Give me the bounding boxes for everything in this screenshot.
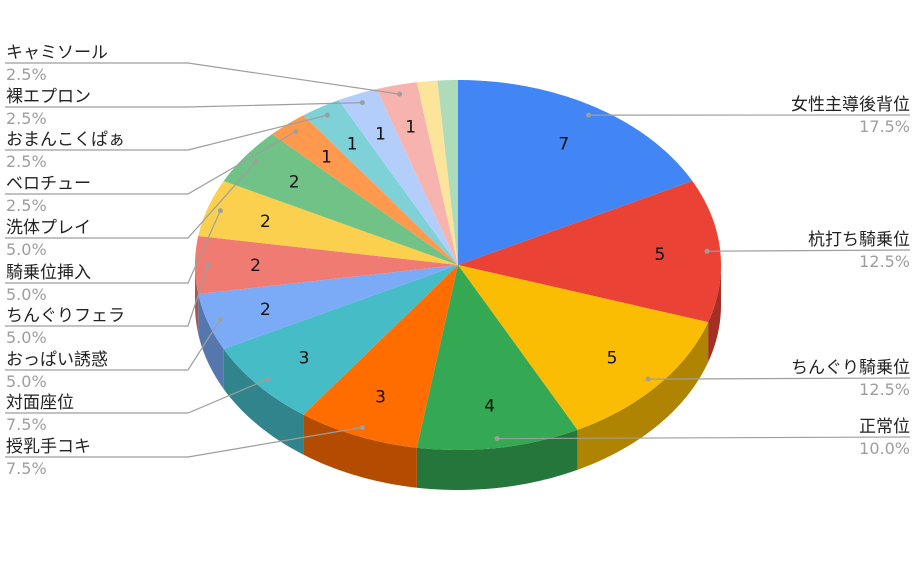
slice-side [223,348,304,455]
slice-percent: 5.0% [6,372,47,391]
pie-slice[interactable] [303,100,458,266]
pie-slice[interactable] [272,115,458,266]
slice-percent: 5.0% [6,328,47,347]
slice-percent: 7.5% [6,459,47,478]
slice-side [416,429,578,490]
slice-percent: 2.5% [6,109,47,128]
slice-name: 正常位 [859,417,910,437]
pie-slice[interactable] [198,265,458,349]
slice-name: 洗体プレイ [6,218,91,238]
leader-line [5,264,209,327]
slice-side [198,293,224,389]
leader-line [5,102,363,108]
slice-name: ベロチュー [6,174,91,194]
leader-line [5,161,257,239]
value-label: 1 [321,148,332,168]
value-label: 3 [299,349,310,369]
leader-line [5,210,221,284]
pie-slice[interactable] [223,134,458,265]
leader-line [5,318,221,371]
pie-slice[interactable] [458,181,721,323]
pie-slice[interactable] [437,80,458,265]
leader-line [647,377,911,380]
slice-percent: 7.5% [6,415,47,434]
value-label: 1 [375,124,386,144]
pie-slice[interactable] [338,89,458,266]
leader-line [707,249,911,252]
pie-slice[interactable] [303,265,458,448]
slice-name: おっぱい誘惑 [6,350,108,370]
pie-sides [195,265,721,490]
slice-name: キャミソール [6,43,108,63]
leader-line [5,130,297,195]
value-label: 2 [260,212,271,232]
value-label: 2 [260,300,271,320]
value-label: 7 [558,135,569,155]
leader-lines [5,62,911,458]
slice-name: 対面座位 [6,393,74,413]
value-label: 4 [484,397,495,417]
slice-percent: 5.0% [6,285,47,304]
value-label: 1 [405,117,416,137]
pie-slice[interactable] [223,265,458,415]
slice-side [577,322,709,470]
leader-line [5,378,269,414]
slice-name: 騎乗位挿入 [6,263,91,283]
slice-percent: 17.5% [859,117,910,136]
leader-line [5,62,400,95]
pie-slices [195,80,721,450]
value-label: 1 [347,135,358,155]
pie-slice[interactable] [198,181,458,265]
leader-line [5,426,363,458]
pie-slice[interactable] [195,236,458,294]
leader-line [5,114,328,151]
slice-name: 女性主導後背位 [791,95,910,115]
slice-percent: 2.5% [6,152,47,171]
slice-percent: 12.5% [859,380,910,399]
slice-side [708,265,721,363]
pie-slice[interactable] [416,80,458,266]
slice-percent: 10.0% [859,439,910,458]
slice-name: 授乳手コキ [6,437,91,457]
value-label: 2 [250,256,261,276]
pie-slice[interactable] [376,82,458,266]
slice-name: 裸エプロン [6,87,91,107]
slice-name: ちんぐりフェラ [6,306,125,326]
pie-slice[interactable] [458,80,693,265]
pie-slice[interactable] [416,265,578,450]
leader-line [497,436,911,440]
value-label: 3 [375,388,386,408]
pie-slice[interactable] [458,265,709,430]
value-label: 5 [607,349,618,369]
value-label: 5 [654,245,665,265]
slice-percent: 2.5% [6,65,47,84]
value-label: 2 [289,172,300,192]
slice-percent: 5.0% [6,240,47,259]
slice-percent: 2.5% [6,196,47,215]
slice-name: おまんこくぱぁ [6,130,125,150]
slice-name: ちんぐり騎乗位 [791,358,910,378]
slice-percent: 12.5% [859,252,910,271]
slice-name: 杭打ち騎乗位 [808,230,910,250]
